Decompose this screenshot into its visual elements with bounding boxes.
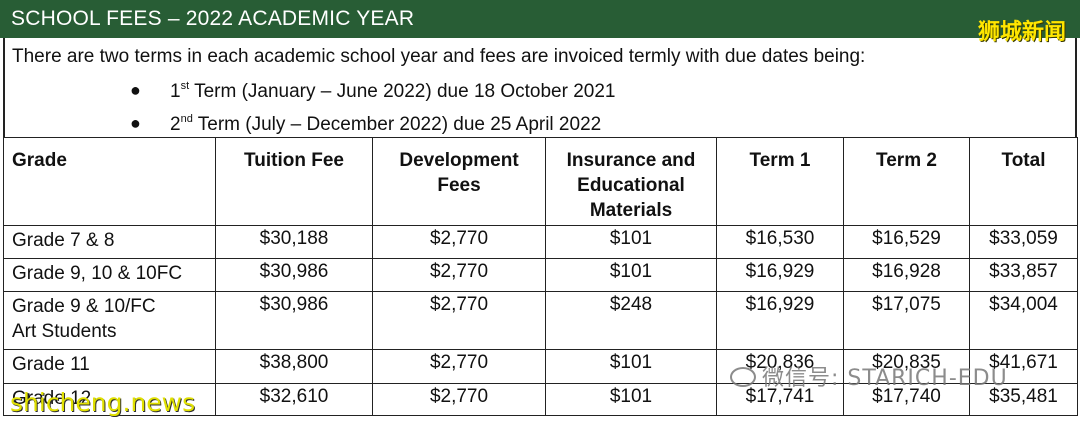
cell-grade-line-2: Art Students: [12, 321, 117, 342]
wechat-icon: [730, 367, 756, 387]
cell-insurance: $101: [545, 258, 717, 292]
cell-development: $2,770: [372, 383, 546, 416]
term-2-suffix: nd: [180, 113, 193, 125]
cell-grade: Grade 11: [3, 349, 216, 384]
cell-grade: Grade 9 & 10/FC Art Students: [3, 291, 216, 350]
page-header: SCHOOL FEES – 2022 ACADEMIC YEAR 狮城新闻: [0, 0, 1080, 45]
header-ins-line-2: Educational: [577, 175, 685, 196]
term-1-item: ● 1st Term (January – June 2022) due 18 …: [130, 80, 616, 103]
frame-right-border: [1075, 38, 1077, 138]
term-2-text: Term (July – December 2022) due 25 April…: [192, 114, 602, 135]
frame-left-border: [3, 38, 5, 138]
cell-grade-line-1: Grade 9 & 10/FC: [12, 296, 156, 317]
header-term-2: Term 2: [843, 137, 970, 226]
term-2-item: ● 2nd Term (July – December 2022) due 25…: [130, 113, 602, 136]
watermark-top-right: 狮城新闻: [977, 20, 1066, 45]
header-insurance: Insurance and Educational Materials: [545, 137, 717, 226]
bullet-icon: ●: [130, 80, 141, 100]
watermark-bottom-right-text: 微信号: STARICH-EDU: [762, 366, 1008, 391]
cell-insurance: $101: [545, 349, 717, 384]
cell-term-2: $17,740: [843, 383, 970, 416]
cell-development: $2,770: [372, 225, 546, 259]
cell-term-1: $16,530: [716, 225, 844, 259]
cell-term-2: $17,075: [843, 291, 970, 350]
table-row: Grade 7 & 8 $30,188 $2,770 $101 $16,530 …: [3, 225, 1078, 259]
cell-grade: Grade 12: [3, 383, 216, 416]
cell-development: $2,770: [372, 258, 546, 292]
cell-insurance: $248: [545, 291, 717, 350]
table-row: Grade 12 $32,610 $2,770 $101 $17,741 $17…: [3, 383, 1078, 416]
term-1-text: Term (January – June 2022) due 18 Octobe…: [189, 81, 616, 102]
table-row: Grade 9 & 10/FC Art Students $30,986 $2,…: [3, 291, 1078, 350]
header-ins-line-3: Materials: [589, 200, 673, 221]
table-row: Grade 11 $38,800 $2,770 $101 $20,836 $20…: [3, 349, 1078, 384]
cell-term-1: $16,929: [716, 258, 844, 292]
header-grade: Grade: [3, 137, 216, 226]
bullet-icon: ●: [130, 113, 141, 133]
cell-term-2: $16,529: [843, 225, 970, 259]
cell-tuition: $30,986: [215, 258, 373, 292]
header-term-1: Term 1: [716, 137, 844, 226]
watermark-bottom-right: 微信号: STARICH-EDU: [730, 360, 1008, 392]
fees-table: Grade Tuition Fee Development Fees Insur…: [3, 137, 1078, 416]
header-development: Development Fees: [372, 137, 546, 226]
cell-total: $41,671: [969, 349, 1078, 384]
cell-tuition: $32,610: [215, 383, 373, 416]
cell-grade: Grade 9, 10 & 10FC: [3, 258, 216, 292]
watermark-bottom-left: shicheng.news: [10, 388, 196, 417]
cell-insurance: $101: [545, 225, 717, 259]
cell-term-1: $16,929: [716, 291, 844, 350]
cell-grade: Grade 7 & 8: [3, 225, 216, 259]
cell-development: $2,770: [372, 291, 546, 350]
cell-term-2: $16,928: [843, 258, 970, 292]
cell-total: $34,004: [969, 291, 1078, 350]
cell-total: $35,481: [969, 383, 1078, 416]
cell-tuition: $30,986: [215, 291, 373, 350]
intro-text: There are two terms in each academic sch…: [12, 46, 866, 67]
header-dev-line-2: Fees: [437, 175, 481, 196]
header-ins-line-1: Insurance and: [566, 150, 696, 171]
cell-term-1: $17,741: [716, 383, 844, 416]
header-dev-line-1: Development: [399, 150, 519, 171]
cell-tuition: $38,800: [215, 349, 373, 384]
cell-total: $33,857: [969, 258, 1078, 292]
term-1-number: 1: [170, 81, 181, 102]
header-tuition: Tuition Fee: [215, 137, 373, 226]
cell-insurance: $101: [545, 383, 717, 416]
cell-total: $33,059: [969, 225, 1078, 259]
term-1-suffix: st: [180, 80, 190, 92]
term-2-number: 2: [170, 114, 181, 135]
page-title: SCHOOL FEES – 2022 ACADEMIC YEAR: [11, 7, 415, 30]
header-total: Total: [969, 137, 1078, 226]
table-row: Grade 9, 10 & 10FC $30,986 $2,770 $101 $…: [3, 258, 1078, 292]
cell-tuition: $30,188: [215, 225, 373, 259]
table-header-row: Grade Tuition Fee Development Fees Insur…: [3, 137, 1078, 226]
cell-development: $2,770: [372, 349, 546, 384]
